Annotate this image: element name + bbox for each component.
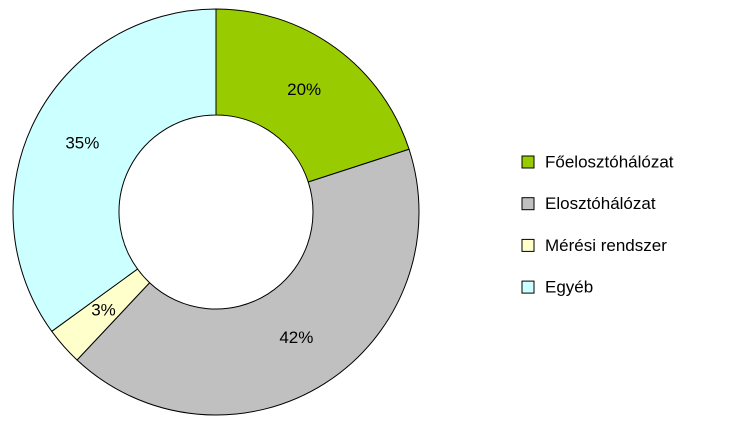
legend-label: Főelosztóhálózat (545, 152, 674, 171)
data-label: 35% (65, 133, 99, 152)
data-label: 42% (279, 328, 313, 347)
legend-swatch (521, 197, 535, 211)
data-label: 20% (287, 80, 321, 99)
legend-swatch (521, 238, 535, 252)
legend-label: Egyéb (545, 278, 593, 297)
donut-segment (215, 8, 410, 183)
legend-swatch (521, 155, 535, 169)
data-label: 3% (91, 301, 116, 320)
legend-swatch (521, 280, 535, 294)
donut-segment (76, 148, 420, 416)
legend-label: Elosztóhálózat (545, 194, 656, 213)
legend-label: Mérési rendszer (545, 236, 667, 255)
donut-segment (12, 8, 217, 333)
